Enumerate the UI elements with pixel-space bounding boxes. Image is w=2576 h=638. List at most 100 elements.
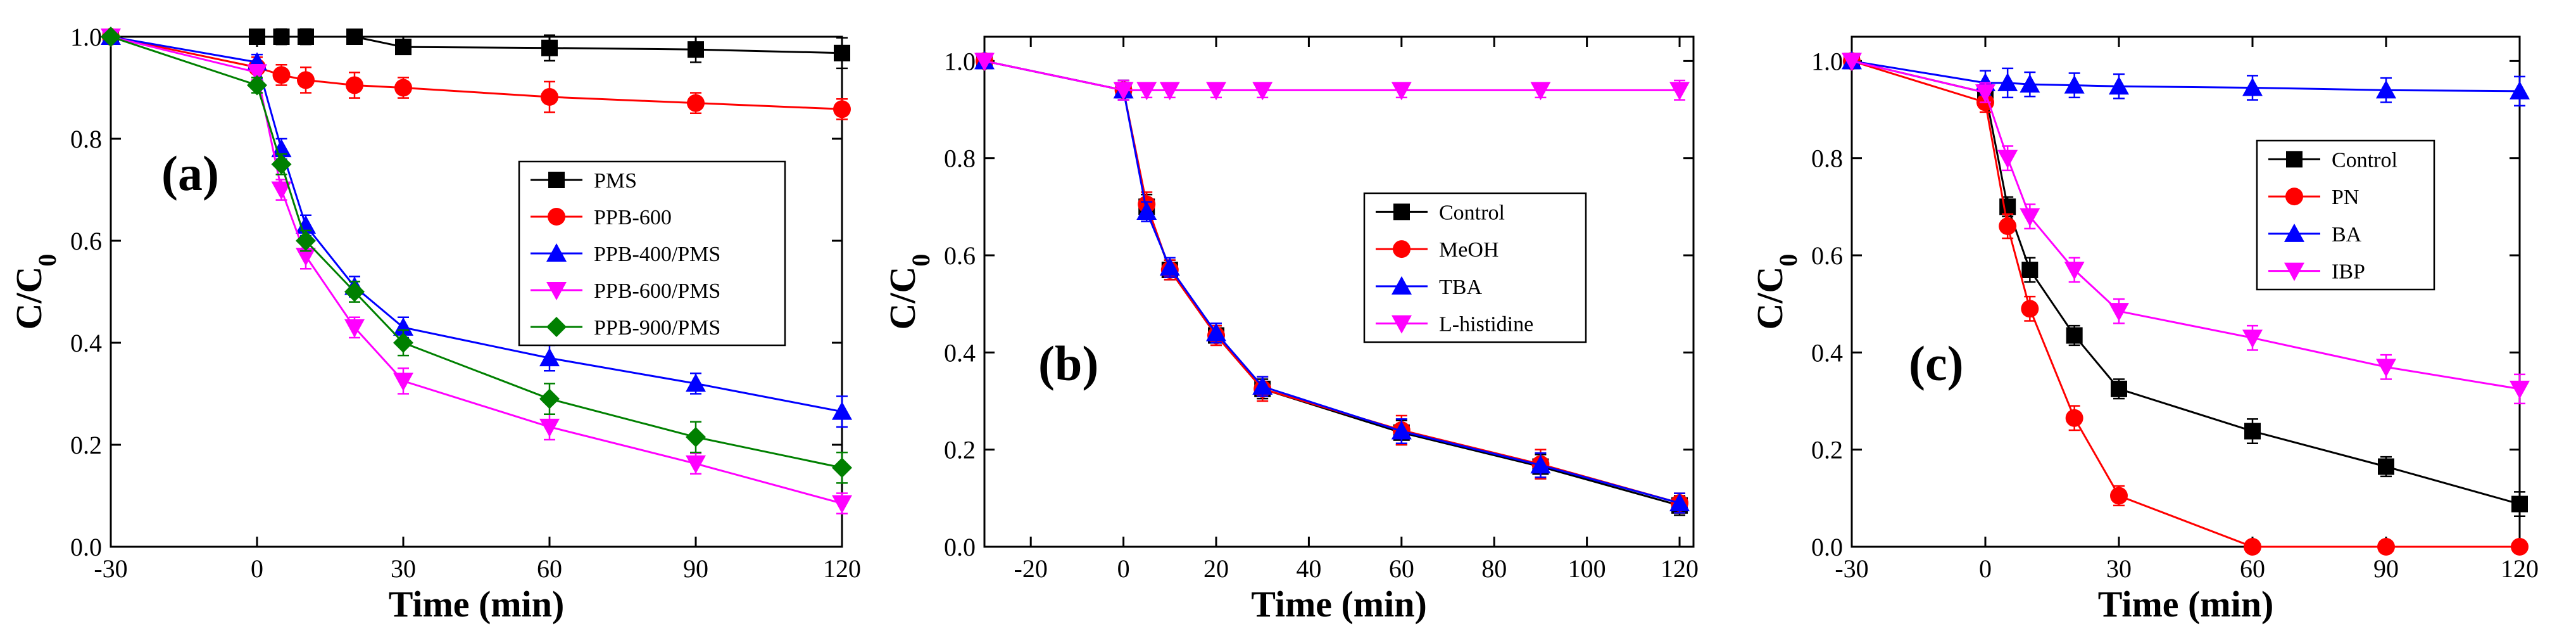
panel-c-plot-frame <box>1850 35 2521 548</box>
panel-a-series-ppb-600 <box>102 28 851 120</box>
panel-c-point-ba <box>2510 80 2530 99</box>
panel-c-point-control <box>2378 458 2394 475</box>
panel-b-point-tba <box>1136 201 1157 220</box>
panel-a-point-ppb-600 <box>272 66 291 84</box>
panel-c-series-ba <box>1842 51 2530 107</box>
panel-a-y-tick-label: 1.0 <box>70 23 102 51</box>
panel-b-legend: Control MeOH TBA L-histidine <box>1363 192 1587 343</box>
panel-a-point-ppb-900-pms <box>539 388 560 409</box>
panel-b-y-tick-label: 0.6 <box>944 241 976 270</box>
panel-b-point-l-histidine <box>1252 82 1273 101</box>
panel-a-point-ppb-600-pms <box>296 248 316 267</box>
panel-c-x-tick-label: -30 <box>1835 554 1868 583</box>
panel-c-line-pn <box>1851 60 2520 548</box>
panel-b-point-l-histidine <box>1113 82 1134 101</box>
panel-b-point-l-histidine <box>1159 82 1180 101</box>
panel-b-x-tick-label: -20 <box>1014 554 1048 583</box>
panel-a-x-tick-label: 0 <box>251 554 263 583</box>
panel-a-point-pms <box>688 41 704 58</box>
panel-c-legend-marker-ba <box>2284 223 2304 242</box>
panel-c-point-pn <box>2377 538 2395 556</box>
panel-b-x-tick-label: 100 <box>1568 554 1606 583</box>
panel-b-x-tick-label: 0 <box>1117 554 1130 583</box>
panel-b-plot-frame <box>983 35 1695 548</box>
panel-a-point-ppb-400-pms <box>832 401 852 420</box>
panel-b-point-tba <box>1252 376 1273 395</box>
panel-c-point-pn <box>2110 487 2128 505</box>
panel-a-legend: PMS PPB-600 PPB-400/PMS PPB-600/PMS PPB-900/… <box>518 160 786 347</box>
panel-c-x-tick-label: 120 <box>2501 554 2539 583</box>
panel-a-point-ppb-600-pms <box>539 418 560 437</box>
panel-b-point-tba <box>1669 493 1690 511</box>
panel-a-legend-marker-ppb-600 <box>548 208 565 226</box>
panel-a-legend-label-ppb-600-pms: PPB-600/PMS <box>594 279 720 303</box>
panel-a-series-ppb-600-pms <box>101 29 852 514</box>
panel-a-point-ppb-900-pms <box>686 426 706 447</box>
panel-a-legend-marker-ppb-400-pms <box>546 243 567 262</box>
panel-c-label: (c) <box>1909 336 1964 391</box>
panel-a-point-ppb-600-pms <box>271 181 292 200</box>
panel-b-x-axis-title: Time (min) <box>1251 584 1427 625</box>
panel-a-point-pms <box>346 29 363 45</box>
panel-a-y-tick-label: 0.4 <box>70 329 102 357</box>
panel-b-point-l-histidine <box>974 53 995 72</box>
panel-c-legend-marker-control <box>2286 151 2303 168</box>
panel-a-point-pms <box>395 39 412 56</box>
panel-b-legend-marker-tba <box>1392 276 1412 295</box>
panel-c-point-ba <box>2064 75 2085 94</box>
panel-c-y-tick-label: 0.8 <box>1811 144 1843 173</box>
panel-a-point-ppb-600-pms <box>247 64 267 83</box>
panel-b-point-l-histidine <box>1391 82 1412 101</box>
panel-c-point-control <box>2511 495 2528 513</box>
panel-c-point-ibp <box>1997 150 2018 169</box>
panel-a-point-ppb-600 <box>394 79 412 97</box>
panel-b-x-tick-label: 60 <box>1389 554 1414 583</box>
panel-c-y-tick-label: 1.0 <box>1811 47 1843 75</box>
panel-c-x-tick-label: 60 <box>2240 554 2265 583</box>
panel-b-x-tick-label: 80 <box>1481 554 1507 583</box>
panel-a-point-ppb-400-pms <box>296 215 316 234</box>
panel-c-legend-marker-pn <box>2285 188 2303 206</box>
panel-b-label: (b) <box>1038 336 1098 391</box>
panel-a-point-ppb-900-pms <box>832 457 852 478</box>
panel-b-point-tba <box>1391 421 1412 440</box>
panel-c-x-tick-label: 30 <box>2106 554 2132 583</box>
panel-b-line-l-histidine <box>984 60 1680 91</box>
panel-b: -20 0 20 40 60 80 100 120 0.0 0.2 0.4 0.6 0.8 1.0 Time… <box>882 35 1699 625</box>
panel-b-y-tick-label: 0.2 <box>944 436 976 464</box>
panel-c-point-control <box>2066 327 2083 344</box>
panel-a-point-ppb-400-pms <box>539 348 560 367</box>
panel-b-point-tba <box>1206 322 1227 341</box>
panel-a-point-pms <box>273 29 290 45</box>
panel-b-legend-label-control: Control <box>1439 201 1505 224</box>
panel-a-point-pms <box>834 44 850 61</box>
panel-b-y-tick-label: 0.0 <box>944 533 976 561</box>
panel-b-legend-marker-control <box>1393 203 1410 220</box>
panel-a-x-axis-title: Time (min) <box>389 584 565 625</box>
panel-c-point-pn <box>1999 217 2017 235</box>
panel-a-x-tick-label: -30 <box>94 554 127 583</box>
panel-a-y-tick-label: 0.6 <box>70 227 102 255</box>
panel-a-point-ppb-900-pms <box>296 231 316 251</box>
panel-a-point-ppb-900-pms <box>101 27 121 47</box>
panel-b-point-l-histidine <box>1136 82 1157 101</box>
panel-c-point-ibp <box>2510 380 2530 399</box>
panel-c-legend-label-ibp: IBP <box>2332 260 2365 284</box>
panel-b-point-l-histidine <box>1206 82 1227 101</box>
panel-c-series-ibp <box>1842 53 2530 405</box>
panel-c-point-pn <box>2021 300 2039 318</box>
panel-c-point-pn <box>2065 409 2083 427</box>
panel-a-series-ppb-900-pms <box>101 27 852 484</box>
panel-c-legend-label-pn: PN <box>2332 186 2359 209</box>
panel-b-y-tick-label: 1.0 <box>944 47 976 75</box>
panel-a-point-ppb-600-pms <box>393 373 413 392</box>
panel-c-point-pn <box>2511 538 2529 556</box>
panel-c-point-ibp <box>1842 53 1862 72</box>
panel-a-legend-label-ppb-600: PPB-600 <box>594 206 672 229</box>
panel-c-point-ibp <box>1975 84 1995 103</box>
panel-a-legend-marker-ppb-900-pms <box>546 317 567 337</box>
panel-c-point-ba <box>2020 74 2040 93</box>
panel-b-y-tick-label: 0.8 <box>944 144 976 173</box>
panel-c-point-ibp <box>2020 208 2040 227</box>
